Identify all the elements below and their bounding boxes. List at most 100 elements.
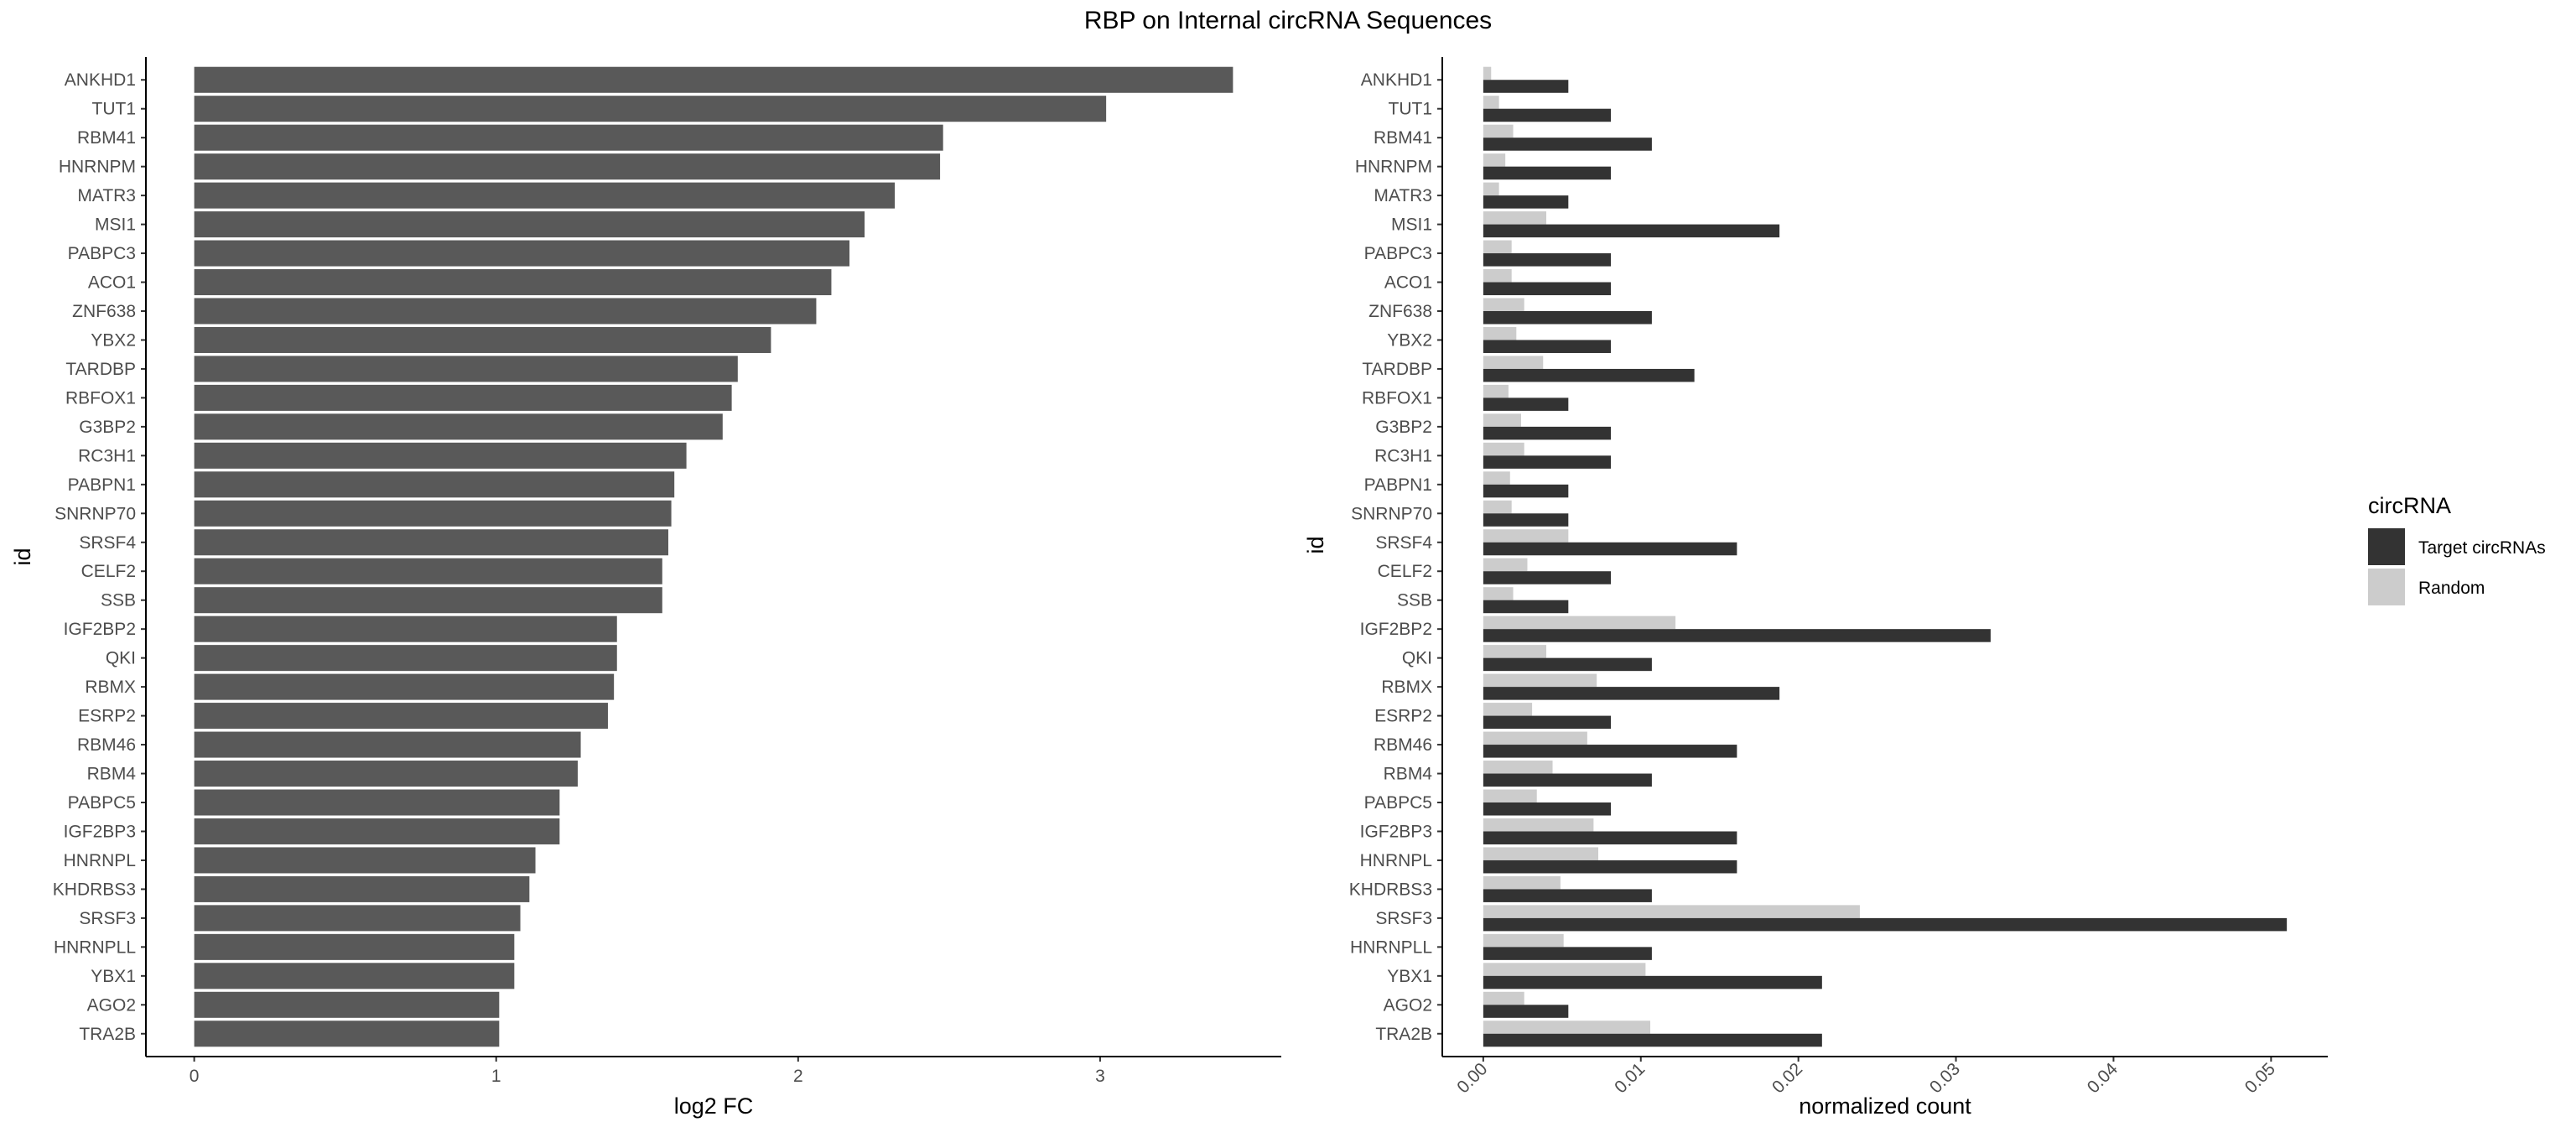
bar-random-celf2: [1483, 558, 1528, 572]
bar-target-g3bp2: [1483, 426, 1612, 440]
bar-random-hnrnpl: [1483, 847, 1599, 860]
y-tick-label: MSI1: [95, 216, 136, 235]
bar-target-qki: [1483, 657, 1652, 672]
y-tick-label: SRSF4: [79, 533, 136, 553]
bar-random-tut1: [1483, 96, 1499, 109]
y-tick-label: PABPC5: [68, 793, 136, 813]
bar-target-aco1: [1483, 282, 1612, 296]
bar-random-pabpc3: [1483, 240, 1512, 254]
y-tick-label: MSI1: [1391, 216, 1432, 235]
legend-swatch-random: [2368, 569, 2405, 605]
bar-tardbp: [194, 356, 738, 382]
bar-ybx2: [194, 326, 771, 353]
bar-target-khdrbs3: [1483, 889, 1652, 902]
y-tick-label: SNRNP70: [1351, 504, 1432, 523]
bar-random-rbmx: [1483, 673, 1597, 688]
bar-target-matr3: [1483, 195, 1569, 209]
bar-target-ybx2: [1483, 340, 1612, 353]
y-tick-label: ACO1: [88, 273, 136, 293]
bar-random-qki: [1483, 645, 1547, 658]
y-tick-label: CELF2: [1378, 562, 1432, 581]
y-tick-label: RC3H1: [78, 446, 136, 465]
y-tick-label: SRSF4: [1375, 533, 1432, 553]
bar-srsf4: [194, 529, 668, 556]
x-tick-label: 0.02: [1768, 1059, 1806, 1097]
right-bars: [1483, 66, 2288, 1047]
bar-znf638: [194, 298, 817, 325]
y-tick-label: QKI: [1402, 649, 1432, 668]
y-tick-label: IGF2BP2: [1360, 620, 1432, 639]
y-tick-label: RC3H1: [1374, 446, 1432, 465]
y-tick-label: RBM41: [77, 128, 136, 148]
y-tick-label: TUT1: [1389, 100, 1433, 119]
bar-target-ssb: [1483, 600, 1569, 614]
bar-target-igf2bp2: [1483, 629, 1991, 642]
bar-target-tardbp: [1483, 368, 1695, 382]
bar-snrnp70: [194, 500, 672, 527]
x-tick-label: 0.04: [2084, 1059, 2122, 1097]
left-y-tick-labels: ANKHD1 TUT1 RBM41 HNRNPM MATR3 MSI1 PABPC3 ACO1…: [53, 70, 146, 1044]
bar-igf2bp3: [194, 818, 560, 844]
y-tick-label: ESRP2: [1374, 707, 1432, 726]
bar-target-srsf4: [1483, 542, 1737, 556]
y-tick-label: ZNF638: [1368, 302, 1432, 321]
bar-random-aco1: [1483, 269, 1512, 283]
y-tick-label: HNRNPLL: [1350, 937, 1432, 957]
bar-random-msi1: [1483, 211, 1547, 225]
bar-target-rc3h1: [1483, 455, 1612, 469]
bar-rbfox1: [194, 384, 732, 411]
bar-random-ybx2: [1483, 326, 1517, 340]
legend: circRNA Target circRNAs Random: [2368, 493, 2546, 605]
y-tick-label: PABPC3: [1364, 244, 1432, 263]
y-tick-label: PABPN1: [68, 475, 136, 495]
bar-matr3: [194, 182, 896, 209]
bar-ankhd1: [194, 66, 1233, 93]
y-tick-label: PABPC3: [68, 244, 136, 263]
x-tick-label: 0.00: [1453, 1059, 1491, 1097]
bar-hnrnpl: [194, 847, 536, 874]
right-x-ticks: 0.00 0.01 0.02 0.03 0.04 0.05: [1453, 1057, 2279, 1097]
y-tick-label: HNRNPM: [1355, 158, 1432, 177]
bar-pabpn1: [194, 471, 675, 498]
right-x-axis-title: normalized count: [1799, 1093, 1971, 1119]
bar-esrp2: [194, 703, 608, 730]
bar-random-matr3: [1483, 182, 1499, 196]
legend-label-target: Target circRNAs: [2418, 538, 2546, 558]
y-tick-label: TRA2B: [1375, 1025, 1432, 1044]
y-tick-label: CELF2: [81, 562, 136, 581]
right-chart: ANKHD1 TUT1 RBM41 HNRNPM MATR3 MSI1 PABPC3 ACO1…: [1303, 57, 2328, 1119]
y-tick-label: PABPC5: [1364, 793, 1432, 813]
y-tick-label: TARDBP: [1362, 360, 1432, 379]
y-tick-label: RBM46: [1374, 735, 1432, 755]
x-tick-label: 0.03: [1926, 1059, 1964, 1097]
bar-pabpc3: [194, 240, 850, 267]
bar-pabpc5: [194, 789, 560, 816]
bar-target-pabpc3: [1483, 253, 1612, 267]
x-tick-label: 0.01: [1611, 1059, 1649, 1097]
bar-random-pabpc5: [1483, 789, 1537, 802]
bar-rbm4: [194, 761, 578, 787]
y-tick-label: RBFOX1: [1362, 388, 1432, 408]
y-tick-label: SSB: [101, 591, 136, 610]
bar-hnrnpll: [194, 933, 515, 960]
bar-random-rbm41: [1483, 124, 1514, 138]
bar-target-ankhd1: [1483, 80, 1569, 93]
legend-swatch-target: [2368, 528, 2405, 565]
y-tick-label: TUT1: [92, 100, 137, 119]
bar-tra2b: [194, 1021, 500, 1047]
y-tick-label: MATR3: [1374, 186, 1432, 205]
bar-rc3h1: [194, 442, 687, 469]
bar-random-hnrnpll: [1483, 933, 1564, 948]
y-tick-label: YBX1: [1387, 967, 1432, 986]
bar-rbm46: [194, 731, 581, 758]
bar-target-znf638: [1483, 311, 1652, 325]
bar-target-ybx1: [1483, 975, 1822, 989]
bar-random-tardbp: [1483, 356, 1544, 369]
bar-celf2: [194, 558, 662, 584]
y-tick-label: ESRP2: [78, 707, 136, 726]
left-x-ticks: 0 1 2 3: [190, 1057, 1105, 1086]
y-tick-label: YBX2: [1387, 330, 1432, 350]
y-tick-label: IGF2BP3: [1360, 822, 1432, 841]
bar-random-rbm46: [1483, 731, 1587, 745]
y-tick-label: HNRNPLL: [54, 937, 136, 957]
